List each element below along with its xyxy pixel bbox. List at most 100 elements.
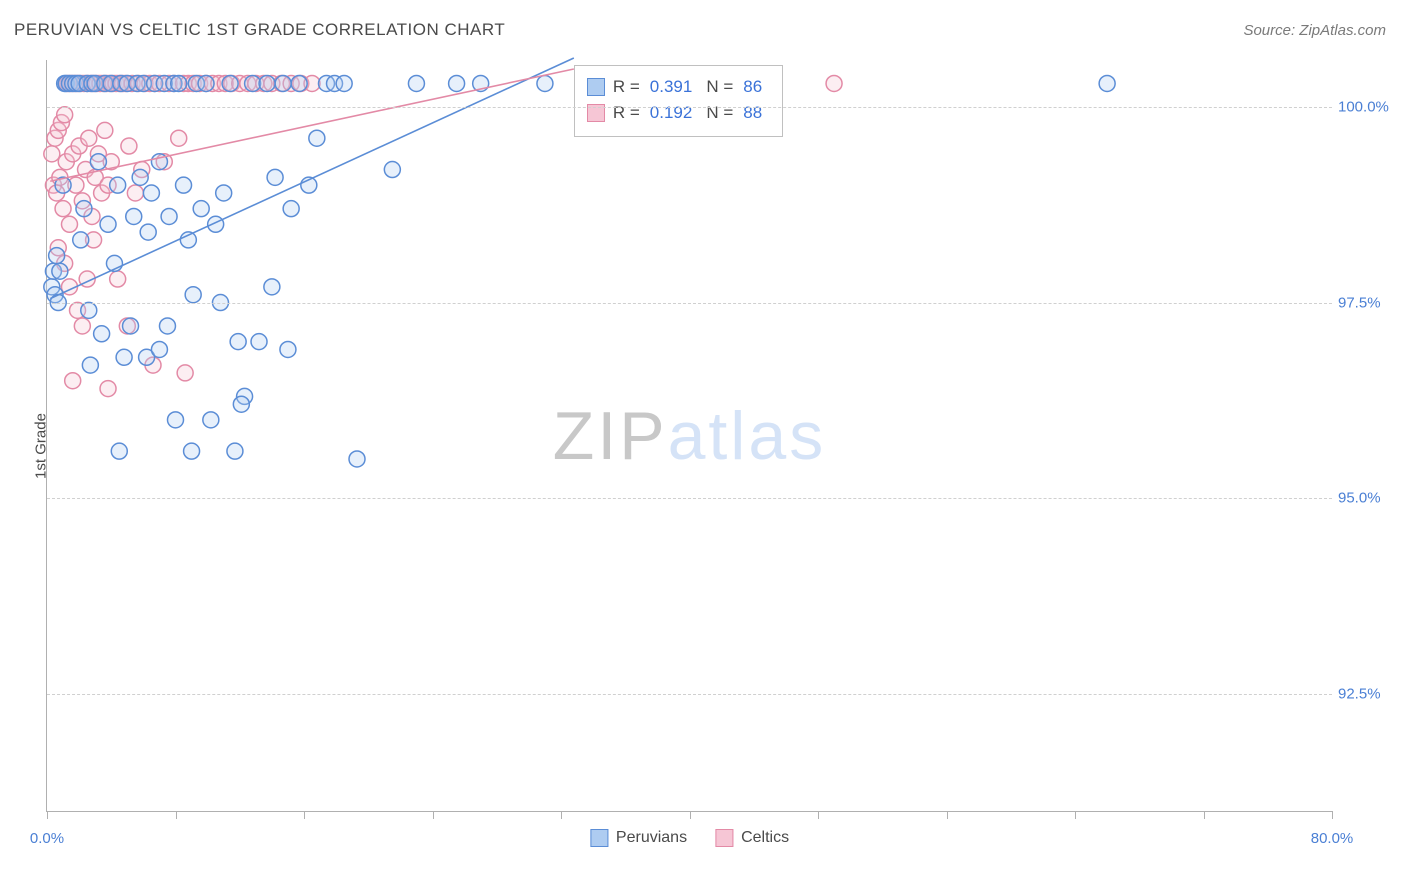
data-point <box>449 75 465 91</box>
legend-r-label: R = <box>613 74 640 100</box>
legend-item-celtics: Celtics <box>715 829 789 847</box>
chart-title: PERUVIAN VS CELTIC 1ST GRADE CORRELATION… <box>14 20 505 40</box>
y-tick-label: 97.5% <box>1338 294 1398 311</box>
data-point <box>127 185 143 201</box>
data-point <box>140 224 156 240</box>
legend-n-value-celtics: 88 <box>743 100 762 126</box>
data-point <box>82 357 98 373</box>
gridline-horizontal <box>47 303 1332 304</box>
data-point <box>81 130 97 146</box>
data-point <box>123 318 139 334</box>
x-tick-mark <box>176 811 177 819</box>
data-point <box>65 373 81 389</box>
data-point <box>171 75 187 91</box>
gridline-horizontal <box>47 694 1332 695</box>
data-point <box>171 130 187 146</box>
swatch-peruvians <box>590 829 608 847</box>
data-point <box>100 381 116 397</box>
data-point <box>826 75 842 91</box>
data-point <box>151 341 167 357</box>
data-point <box>57 107 73 123</box>
data-point <box>90 154 106 170</box>
data-point <box>230 334 246 350</box>
data-point <box>110 177 126 193</box>
data-point <box>349 451 365 467</box>
series-legend: Peruvians Celtics <box>590 829 789 847</box>
x-tick-mark <box>690 811 691 819</box>
data-point <box>309 130 325 146</box>
source-attribution: Source: ZipAtlas.com <box>1243 22 1386 39</box>
correlation-legend: R = 0.391 N = 86 R = 0.192 N = 88 <box>574 65 783 137</box>
legend-r-value-celtics: 0.192 <box>650 100 693 126</box>
data-point <box>61 216 77 232</box>
data-point <box>251 334 267 350</box>
data-point <box>111 443 127 459</box>
y-tick-label: 92.5% <box>1338 685 1398 702</box>
y-tick-label: 95.0% <box>1338 490 1398 507</box>
legend-row-peruvians: R = 0.391 N = 86 <box>587 74 768 100</box>
data-point <box>81 302 97 318</box>
data-point <box>74 318 90 334</box>
data-point <box>184 443 200 459</box>
plot-svg <box>47 60 1332 811</box>
data-point <box>264 279 280 295</box>
data-point <box>384 162 400 178</box>
data-point <box>110 271 126 287</box>
data-point <box>126 208 142 224</box>
data-point <box>408 75 424 91</box>
data-point <box>291 75 307 91</box>
data-point <box>227 443 243 459</box>
data-point <box>52 263 68 279</box>
data-point <box>275 75 291 91</box>
data-point <box>100 216 116 232</box>
data-point <box>245 75 261 91</box>
data-point <box>1099 75 1115 91</box>
y-tick-label: 100.0% <box>1338 98 1398 115</box>
legend-n-label: N = <box>706 74 733 100</box>
data-point <box>176 177 192 193</box>
data-point <box>203 412 219 428</box>
data-point <box>55 201 71 217</box>
x-tick-mark <box>1075 811 1076 819</box>
data-point <box>132 169 148 185</box>
x-tick-label: 0.0% <box>30 830 64 847</box>
legend-r-value-peruvians: 0.391 <box>650 74 693 100</box>
x-tick-mark <box>433 811 434 819</box>
gridline-horizontal <box>47 498 1332 499</box>
data-point <box>116 349 132 365</box>
x-tick-mark <box>1204 811 1205 819</box>
data-point <box>143 185 159 201</box>
data-point <box>94 326 110 342</box>
data-point <box>159 318 175 334</box>
trend-line <box>50 58 574 299</box>
data-point <box>267 169 283 185</box>
x-tick-label: 80.0% <box>1311 830 1354 847</box>
data-point <box>177 365 193 381</box>
legend-r-label: R = <box>613 100 640 126</box>
legend-n-label: N = <box>706 100 733 126</box>
data-point <box>193 201 209 217</box>
swatch-celtics <box>715 829 733 847</box>
gridline-horizontal <box>47 107 1332 108</box>
data-point <box>161 208 177 224</box>
data-point <box>185 287 201 303</box>
data-point <box>121 138 137 154</box>
data-point <box>216 185 232 201</box>
data-point <box>49 248 65 264</box>
legend-n-value-peruvians: 86 <box>743 74 762 100</box>
x-tick-mark <box>818 811 819 819</box>
data-point <box>537 75 553 91</box>
data-point <box>198 75 214 91</box>
x-tick-mark <box>1332 811 1333 819</box>
data-point <box>280 341 296 357</box>
plot-area: ZIPatlas R = 0.391 N = 86 R = 0.192 N = … <box>46 60 1332 812</box>
data-point <box>336 75 352 91</box>
legend-label-celtics: Celtics <box>741 829 789 847</box>
x-tick-mark <box>304 811 305 819</box>
legend-row-celtics: R = 0.192 N = 88 <box>587 100 768 126</box>
data-point <box>168 412 184 428</box>
data-point <box>233 396 249 412</box>
data-point <box>73 232 89 248</box>
data-point <box>76 201 92 217</box>
legend-label-peruvians: Peruvians <box>616 829 687 847</box>
